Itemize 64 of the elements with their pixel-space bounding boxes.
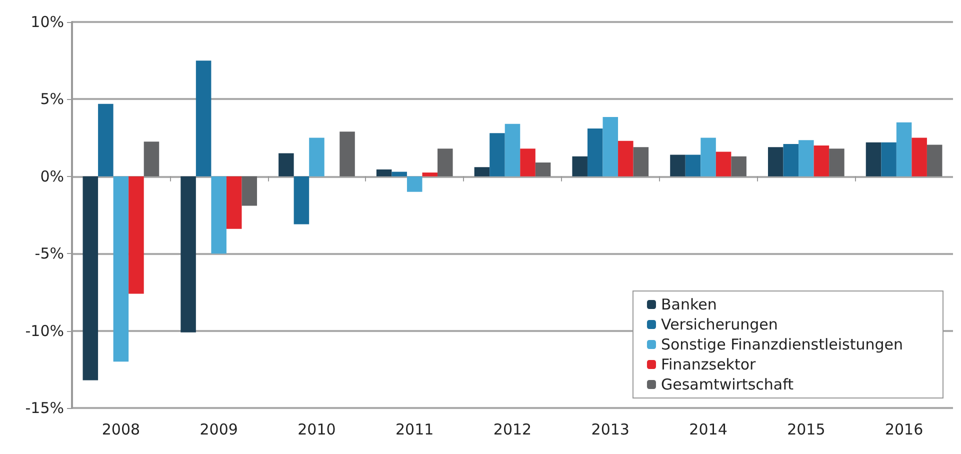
bar [340,132,355,176]
bar [504,124,520,176]
y-tick-label: 0% [40,167,64,186]
x-tick-label: 2016 [884,420,924,438]
bar [309,138,324,176]
bar [422,172,438,176]
x-tick-label: 2008 [102,420,140,438]
bar [700,138,716,176]
bar [392,172,407,176]
bar [128,176,144,294]
x-tick-label: 2013 [591,420,630,438]
bar [896,122,912,176]
bar [535,162,551,176]
bar [520,148,536,176]
legend-label: Banken [660,296,717,314]
legend-label: Gesamtwirtschaft [660,376,794,394]
y-tick-label: -5% [34,244,64,263]
bar [926,144,942,176]
bar [602,116,618,176]
legend-label: Sonstige Finanzdienstleistungen [660,336,904,354]
bar [912,138,927,176]
bar [633,147,649,176]
bar [768,147,784,176]
bar [376,169,392,176]
x-tick-label: 2012 [493,420,532,438]
bar [180,176,196,332]
y-tick-label: -15% [25,399,64,417]
bar [82,176,98,380]
bar [716,152,732,176]
y-tick-label: -10% [25,322,64,340]
bar [829,148,844,176]
bar [113,176,129,362]
bar [211,176,226,254]
x-tick-label: 2011 [396,420,434,438]
legend-label: Finanzsektor [660,356,757,374]
x-tick-label: 2009 [200,420,238,438]
y-tick-label: 10% [30,13,64,31]
bar [196,60,212,176]
bar [572,156,588,176]
bar [98,104,114,176]
x-tick-label: 2015 [787,420,826,438]
y-tick-label: 5% [40,90,64,108]
bar [731,156,746,176]
bar [242,176,258,206]
x-tick-label: 2014 [689,420,728,438]
bar [226,176,242,229]
bar [866,142,882,176]
bar [618,140,634,176]
bar [814,146,830,176]
bar [438,148,453,176]
bar [294,176,310,224]
bar [474,167,490,176]
bar [783,144,799,176]
bar [144,142,160,176]
bar [881,142,896,176]
bar [490,133,505,176]
bar [670,154,686,176]
legend-label: Versicherungen [660,316,778,334]
bar [278,153,294,176]
bar [406,176,422,192]
x-tick-label: 2010 [298,420,336,438]
bar [798,140,814,176]
bar [587,128,603,176]
bar [685,154,701,176]
